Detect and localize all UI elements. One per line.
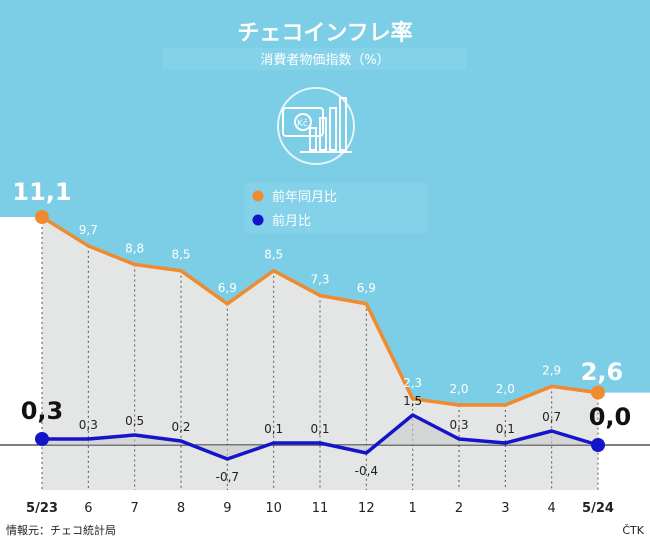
yoy-point <box>591 385 605 400</box>
mom-series-line <box>42 413 599 461</box>
x-tick-label: 9 <box>223 501 231 516</box>
x-tick-label: 6 <box>84 501 92 516</box>
mom-data-label: 0,1 <box>310 422 329 436</box>
mom-data-label: 0,3 <box>449 418 468 432</box>
mom-point <box>591 438 605 452</box>
koruna-chart-icon: Kč <box>277 87 355 165</box>
yoy-data-label: 8,5 <box>264 248 283 262</box>
mom-data-label: 0,3 <box>79 418 98 432</box>
x-tick-label: 1 <box>409 501 417 516</box>
subtitle-band <box>163 48 467 70</box>
x-tick-label: 5/23 <box>26 501 58 516</box>
legend-yoy-label: 前年同月比 <box>272 189 337 205</box>
mom-point <box>35 432 49 446</box>
legend-band <box>244 183 428 233</box>
x-tick-label: 8 <box>177 501 185 516</box>
yoy-data-label: 8,5 <box>171 248 190 262</box>
yoy-data-label: 2,6 <box>581 358 624 386</box>
mom-data-label: 0,7 <box>542 410 561 424</box>
yoy-data-label: 7,3 <box>310 273 329 287</box>
x-tick-label: 10 <box>265 501 282 516</box>
x-tick-label: 2 <box>455 501 463 516</box>
mom-data-label: 0,2 <box>171 420 190 434</box>
x-tick-label: 7 <box>131 501 139 516</box>
yoy-series-line <box>41 215 599 407</box>
mom-data-label: 0,1 <box>496 422 515 436</box>
source-note: 情報元：チェコ統計局 <box>6 523 116 537</box>
x-axis-ticks: 5/23 6 7 8 9 10 11 12 1 2 3 4 5/24 <box>26 501 614 516</box>
legend-mom-label: 前月比 <box>272 213 311 229</box>
mom-data-label: 0,0 <box>589 403 632 431</box>
x-tick-label: 3 <box>501 501 509 516</box>
yoy-data-label: 9,7 <box>79 223 98 237</box>
yoy-data-label: 11,1 <box>12 178 71 206</box>
mom-data-label: 0,1 <box>264 422 283 436</box>
mom-data-label: -0,4 <box>355 464 378 478</box>
data-labels: 11,1 9,7 8,8 8,5 6,9 8,5 7,3 6,9 2,3 2,0 2,0 2,9 2,6… <box>12 178 631 484</box>
chart-title: チェコインフレ率 <box>237 20 412 46</box>
series-points <box>35 210 605 452</box>
agency-credit: ČTK <box>622 524 644 537</box>
svg-text:Kč: Kč <box>297 118 308 129</box>
x-tick-label: 4 <box>548 501 556 516</box>
x-tick-label: 11 <box>312 501 329 516</box>
yoy-data-label: 6,9 <box>357 281 376 295</box>
mom-data-label: 0,5 <box>125 414 144 428</box>
mom-data-label: 0,3 <box>21 397 64 425</box>
legend-yoy-marker <box>252 190 264 202</box>
chart-subtitle: 消費者物価指数（%） <box>260 53 389 68</box>
yoy-point <box>35 210 49 224</box>
yoy-data-label: 2,3 <box>403 376 422 390</box>
x-tick-label: 12 <box>358 501 375 516</box>
mom-data-label: -0,7 <box>216 470 239 484</box>
yoy-data-label: 2,9 <box>542 363 561 377</box>
mom-data-label: 1,5 <box>403 394 422 408</box>
yoy-data-label: 2,0 <box>496 382 515 396</box>
yoy-data-label: 6,9 <box>218 281 237 295</box>
x-tick-label: 5/24 <box>582 501 614 516</box>
yoy-data-label: 8,8 <box>125 242 144 256</box>
legend-mom-marker <box>252 214 264 226</box>
yoy-data-label: 2,0 <box>449 382 468 396</box>
